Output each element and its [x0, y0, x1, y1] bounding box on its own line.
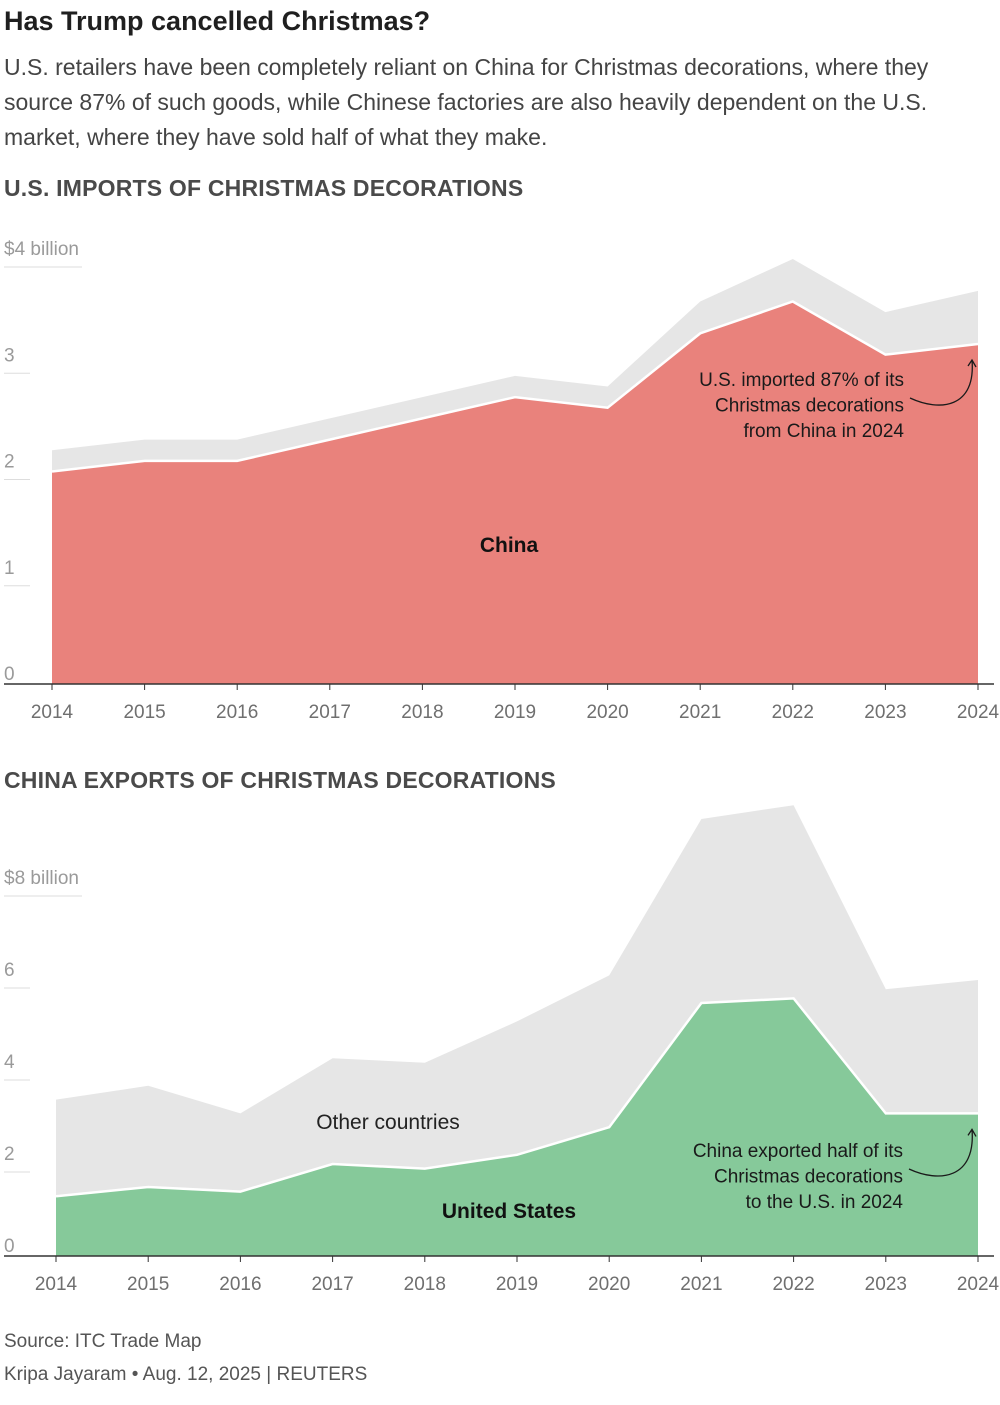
y-tick-label: 2	[4, 452, 15, 473]
main-area	[52, 301, 978, 684]
series-label-total: Other countries	[316, 1111, 460, 1134]
x-tick-label: 2022	[772, 1274, 814, 1295]
main-area	[56, 998, 978, 1256]
annotation-line: to the U.S. in 2024	[746, 1192, 904, 1213]
y-tick-label: 4	[4, 1052, 15, 1073]
x-tick-label: 2022	[772, 702, 814, 723]
main-series-line	[55, 997, 978, 1198]
annotation-arrowhead	[967, 358, 977, 368]
y-tick-label: 2	[4, 1144, 15, 1165]
x-tick-label: 2020	[586, 702, 628, 723]
x-tick-label: 2016	[216, 702, 258, 723]
x-tick-label: 2016	[219, 1274, 261, 1295]
x-tick-label: 2023	[865, 1274, 907, 1295]
annotation-line: from China in 2024	[743, 421, 904, 442]
y-tick-label: 6	[4, 960, 15, 981]
x-tick-label: 2014	[31, 702, 74, 723]
chart2-title: CHINA EXPORTS OF CHRISTMAS DECORATIONS	[4, 767, 556, 793]
page-subtitle: U.S. retailers have been completely reli…	[4, 54, 929, 150]
y-tick-label: 0	[4, 1236, 15, 1257]
y-tick-label: $4 billion	[4, 239, 79, 260]
y-tick-label: 1	[4, 558, 15, 579]
x-tick-label: 2020	[588, 1274, 630, 1295]
annotation-arrow	[908, 1129, 973, 1177]
x-tick-label: 2019	[494, 702, 536, 723]
x-tick-label: 2024	[957, 1274, 1000, 1295]
x-tick-label: 2023	[864, 702, 906, 723]
x-tick-label: 2021	[679, 702, 721, 723]
annotation-line: China exported half of its	[693, 1141, 903, 1162]
annotation-line: U.S. imported 87% of its	[699, 370, 904, 391]
annotation-arrowhead	[967, 1128, 977, 1137]
source-note: Source: ITC Trade Map	[4, 1331, 202, 1352]
x-tick-label: 2024	[957, 702, 1000, 723]
x-tick-label: 2021	[680, 1274, 722, 1295]
y-tick-label: $8 billion	[4, 868, 79, 889]
x-tick-label: 2015	[127, 1274, 169, 1295]
main-series-line	[51, 300, 979, 473]
x-tick-label: 2015	[123, 702, 165, 723]
page-title: Has Trump cancelled Christmas?	[4, 6, 431, 36]
x-tick-label: 2018	[404, 1274, 446, 1295]
annotation-line: Christmas decorations	[715, 396, 904, 417]
x-tick-label: 2014	[35, 1274, 78, 1295]
chart1-title: U.S. IMPORTS OF CHRISTMAS DECORATIONS	[4, 175, 524, 201]
x-tick-label: 2017	[311, 1274, 353, 1295]
series-label-main: United States	[442, 1200, 576, 1223]
annotation-arrow	[909, 359, 973, 406]
x-tick-label: 2017	[309, 702, 351, 723]
annotation-line: Christmas decorations	[714, 1167, 903, 1188]
y-tick-label: 3	[4, 345, 15, 366]
byline: Kripa Jayaram • Aug. 12, 2025 | REUTERS	[4, 1364, 368, 1385]
x-tick-label: 2018	[401, 702, 443, 723]
x-tick-label: 2019	[496, 1274, 538, 1295]
y-tick-label: 0	[4, 664, 15, 685]
series-label-main: China	[480, 534, 539, 557]
